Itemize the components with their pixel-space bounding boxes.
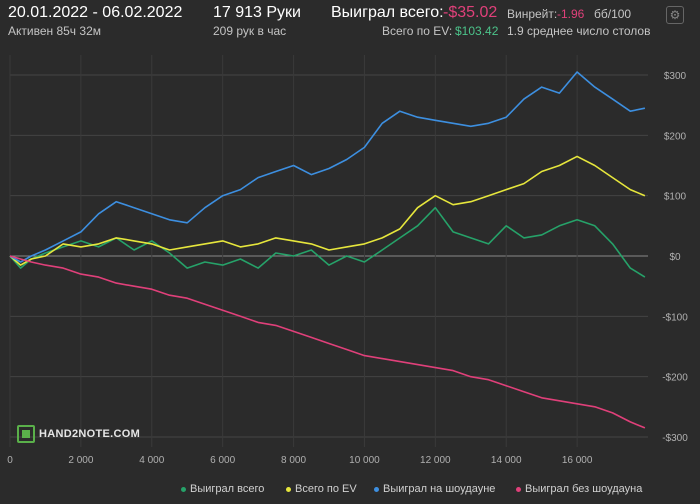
y-tick-label: $0 (669, 252, 681, 263)
y-tick-label: -$100 (662, 312, 688, 323)
series-line-1 (9, 155, 646, 266)
x-tick-label: 16 000 (562, 455, 593, 466)
legend-dot-icon (516, 486, 521, 492)
ev-label: Всего по EV: (382, 24, 453, 38)
legend-showdown[interactable]: Выиграл на шоудауне (374, 483, 495, 495)
won-total-value: -$35.02 (443, 4, 498, 21)
winrate-value: -1.96 (557, 7, 585, 21)
ev-value: $103.42 (455, 24, 499, 38)
x-tick-label: 8 000 (281, 455, 306, 466)
logo: HAND2NOTE.COM (17, 425, 140, 443)
x-tick-label: 14 000 (491, 455, 522, 466)
hands-count: 17 913 Руки (213, 4, 301, 21)
series-line-3 (9, 255, 646, 429)
x-tick-label: 0 (7, 455, 13, 466)
legend-dot-icon (374, 486, 379, 492)
settings-gear-icon[interactable]: ⚙ (666, 6, 684, 24)
x-tick-label: 2 000 (68, 455, 93, 466)
legend-dot-icon (286, 486, 291, 492)
x-tick-label: 4 000 (139, 455, 164, 466)
y-tick-label: $100 (664, 192, 687, 203)
legend-label: Всего по EV (295, 483, 357, 495)
legend-label: Выиграл без шоудауна (525, 483, 643, 495)
winrate-label: Винрейт: (507, 7, 558, 21)
y-tick-label: -$200 (662, 373, 688, 384)
x-tick-label: 12 000 (420, 455, 451, 466)
y-tick-label: -$300 (662, 433, 688, 444)
legend-dot-icon (181, 486, 186, 492)
legend-label: Выиграл на шоудауне (383, 483, 496, 495)
date-range: 20.01.2022 - 06.02.2022 (8, 4, 183, 21)
winrate-scale: бб/100 (594, 7, 632, 21)
logo-mark-icon (17, 425, 35, 443)
series-line-0 (9, 206, 646, 278)
y-tick-label: $200 (664, 131, 687, 142)
hands-per-hour: 209 рук в час (213, 24, 287, 38)
logo-text: HAND2NOTE.COM (39, 428, 141, 440)
legend-ev[interactable]: Всего по EV (286, 483, 357, 495)
won-total-label: Выиграл всего: (331, 4, 444, 21)
y-tick-label: $300 (664, 71, 687, 82)
legend-label: Выиграл всего (190, 483, 265, 495)
x-tick-label: 10 000 (349, 455, 380, 466)
legend-won-total[interactable]: Выиграл всего (181, 483, 264, 495)
avg-tables: 1.9 среднее число столов (507, 24, 651, 38)
x-tick-label: 6 000 (210, 455, 235, 466)
legend-non-showdown[interactable]: Выиграл без шоудауна (516, 483, 642, 495)
active-time: Активен 85ч 32м (8, 24, 101, 38)
series-line-2 (9, 71, 646, 263)
